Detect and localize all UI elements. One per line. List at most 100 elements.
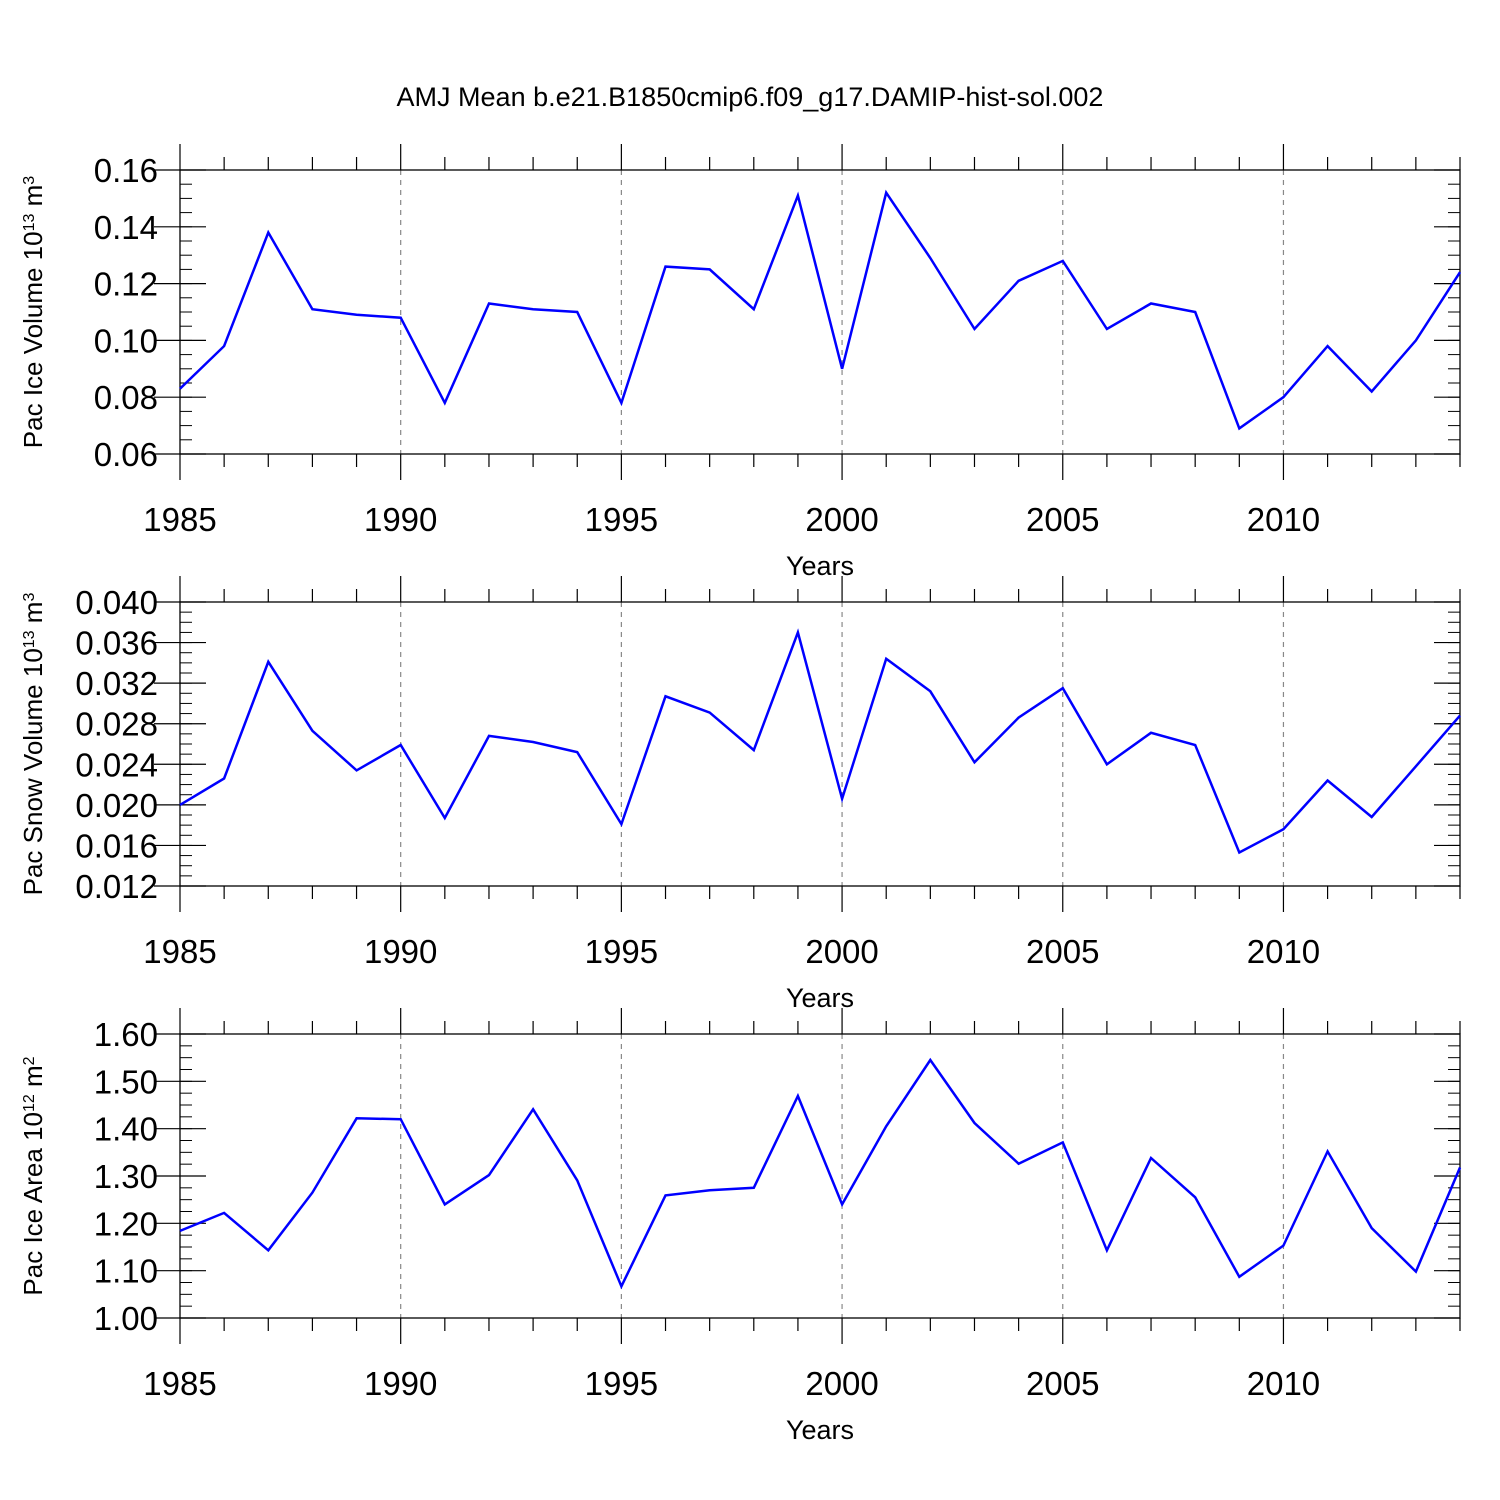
series-line (179, 628, 1461, 855)
x-tick-label: 1995 (585, 933, 658, 970)
y-tick-label: 1.50 (94, 1063, 158, 1100)
x-tick-label: 2010 (1247, 1365, 1320, 1402)
data-point (1281, 395, 1285, 399)
x-tick-label: 1995 (585, 501, 658, 538)
data-point (178, 387, 182, 391)
x-tick-label: 1985 (143, 933, 216, 970)
data-point (1149, 1156, 1153, 1160)
data-point (1458, 1165, 1462, 1169)
data-point (664, 1193, 668, 1197)
x-tick-label: 1990 (364, 933, 437, 970)
y-tick-label: 1.40 (94, 1111, 158, 1148)
data-point (1458, 270, 1462, 274)
x-tick-label: 1990 (364, 1365, 437, 1402)
data-point (222, 344, 226, 348)
data-point (1061, 1140, 1065, 1144)
y-axis-label-unit-exponent: 3 (21, 593, 38, 602)
y-tick-label: 0.028 (75, 706, 158, 743)
x-tick-label: 2005 (1026, 933, 1099, 970)
y-tick-label: 0.036 (75, 625, 158, 662)
data-point (796, 194, 800, 198)
y-axis-label-main: Pac Snow Volume 10 (18, 648, 48, 895)
data-point (1414, 338, 1418, 342)
data-point (1281, 827, 1285, 831)
data-point (1061, 259, 1065, 263)
y-tick-label: 0.020 (75, 787, 158, 824)
data-point (531, 740, 535, 744)
data-point (531, 1107, 535, 1111)
data-point (266, 230, 270, 234)
y-tick-label: 0.12 (94, 266, 158, 303)
x-tick-label: 1985 (143, 1365, 216, 1402)
data-point (884, 657, 888, 661)
y-tick-label: 0.024 (75, 746, 158, 783)
data-point (664, 265, 668, 269)
data-point (928, 689, 932, 693)
y-axis-label-exponent: 13 (21, 630, 38, 648)
x-tick-label: 2000 (805, 1365, 878, 1402)
data-point (752, 748, 756, 752)
data-point (443, 816, 447, 820)
data-point (266, 1248, 270, 1252)
x-tick-label: 2000 (805, 501, 878, 538)
y-tick-label: 1.30 (94, 1158, 158, 1195)
x-axis-label: Years (786, 551, 854, 581)
data-point (1149, 731, 1153, 735)
data-point (1370, 1226, 1374, 1230)
y-tick-label: 0.08 (94, 379, 158, 416)
x-tick-label: 2010 (1247, 501, 1320, 538)
data-point (355, 313, 359, 317)
data-point (487, 734, 491, 738)
data-point (222, 776, 226, 780)
y-axis-label-main: Pac Ice Volume 10 (18, 231, 48, 448)
data-point (1237, 851, 1241, 855)
data-point (443, 1202, 447, 1206)
y-tick-label: 0.032 (75, 665, 158, 702)
data-point (1326, 1149, 1330, 1153)
data-point (928, 256, 932, 260)
data-point (487, 301, 491, 305)
series-line (179, 189, 1462, 431)
x-tick-label: 2005 (1026, 1365, 1099, 1402)
data-point (972, 1121, 976, 1125)
data-point (884, 1124, 888, 1128)
data-point (1237, 1275, 1241, 1279)
series-line (179, 1057, 1462, 1290)
data-point (1281, 1244, 1285, 1248)
data-point (1193, 743, 1197, 747)
data-point (310, 1191, 314, 1195)
data-point (355, 768, 359, 772)
data-point (178, 1229, 182, 1233)
data-point (664, 694, 668, 698)
y-axis-label-unit: m (18, 602, 48, 631)
data-point (487, 1173, 491, 1177)
data-point (1017, 279, 1021, 283)
data-point (222, 1211, 226, 1215)
y-axis-label-unit: m (18, 185, 48, 214)
data-point (619, 1284, 623, 1288)
data-point (310, 729, 314, 733)
panel-3: 1.00 1.10 1.20 1.30 1.40 1.50 1.60 1985 1990 1995… (18, 1008, 1462, 1445)
data-point (399, 1117, 403, 1121)
data-point (1105, 762, 1109, 766)
data-point (928, 1058, 932, 1062)
data-point (1149, 301, 1153, 305)
data-point (1193, 1195, 1197, 1199)
y-tick-label: 0.10 (94, 322, 158, 359)
x-tick-label: 1995 (585, 1365, 658, 1402)
data-point (1370, 815, 1374, 819)
data-point (1237, 426, 1241, 430)
data-point (1326, 344, 1330, 348)
data-point (399, 743, 403, 747)
data-point (443, 401, 447, 405)
x-tick-label: 2005 (1026, 501, 1099, 538)
data-point (575, 310, 579, 314)
data-point (1105, 1248, 1109, 1252)
data-point (266, 660, 270, 664)
data-point (355, 1116, 359, 1120)
data-point (884, 191, 888, 195)
x-tick-label: 2000 (805, 933, 878, 970)
x-tick-label: 1985 (143, 501, 216, 538)
